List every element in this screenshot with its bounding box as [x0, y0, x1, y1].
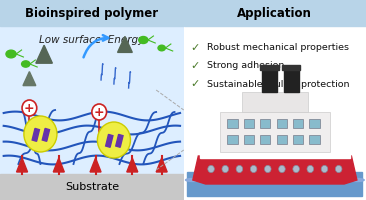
Ellipse shape — [139, 36, 148, 44]
Bar — [310, 119, 320, 128]
Bar — [282, 65, 300, 70]
Circle shape — [265, 165, 271, 173]
Bar — [106, 134, 113, 147]
Text: ✓: ✓ — [190, 79, 199, 89]
Circle shape — [293, 165, 299, 173]
Text: +: + — [24, 102, 35, 114]
Bar — [262, 68, 277, 92]
Bar — [228, 135, 238, 144]
Bar — [293, 135, 303, 144]
Bar — [260, 65, 279, 70]
Bar — [184, 0, 366, 26]
Polygon shape — [193, 156, 357, 184]
Bar — [277, 119, 287, 128]
Bar — [0, 0, 184, 26]
Ellipse shape — [350, 178, 364, 182]
Polygon shape — [156, 158, 167, 172]
Text: Sustainable fouling protection: Sustainable fouling protection — [208, 80, 350, 88]
Bar — [244, 135, 254, 144]
Bar — [277, 135, 287, 144]
Circle shape — [24, 116, 57, 152]
Circle shape — [208, 165, 214, 173]
Ellipse shape — [158, 45, 165, 51]
Text: Application: Application — [238, 6, 312, 20]
Polygon shape — [127, 158, 138, 172]
Ellipse shape — [256, 178, 270, 182]
Bar — [200, 152, 350, 158]
Ellipse shape — [186, 178, 200, 182]
Bar — [187, 172, 362, 196]
Circle shape — [22, 100, 37, 116]
Text: ✓: ✓ — [190, 43, 199, 53]
Text: +: + — [94, 106, 105, 118]
Circle shape — [250, 165, 257, 173]
Text: Robust mechanical properties: Robust mechanical properties — [208, 44, 350, 52]
Circle shape — [236, 165, 243, 173]
Ellipse shape — [279, 178, 294, 182]
Bar — [42, 128, 49, 141]
Ellipse shape — [209, 178, 224, 182]
Text: ✓: ✓ — [190, 61, 199, 71]
Bar — [228, 119, 238, 128]
Polygon shape — [53, 158, 64, 172]
Ellipse shape — [22, 61, 30, 67]
Circle shape — [335, 165, 342, 173]
Circle shape — [321, 165, 328, 173]
Bar — [244, 119, 254, 128]
Bar — [284, 68, 299, 92]
Circle shape — [307, 165, 314, 173]
Text: Bioinspired polymer: Bioinspired polymer — [25, 6, 158, 20]
Circle shape — [92, 104, 107, 120]
Ellipse shape — [326, 178, 341, 182]
Bar — [242, 92, 308, 112]
Text: Strong adhesion: Strong adhesion — [208, 62, 285, 71]
Bar — [0, 174, 184, 200]
Circle shape — [279, 165, 285, 173]
Polygon shape — [117, 36, 132, 52]
Circle shape — [222, 165, 228, 173]
Circle shape — [97, 122, 130, 158]
Polygon shape — [36, 45, 52, 63]
Ellipse shape — [6, 50, 16, 58]
Bar — [260, 119, 270, 128]
Ellipse shape — [232, 178, 247, 182]
Bar — [293, 119, 303, 128]
Bar — [32, 128, 40, 141]
Polygon shape — [90, 158, 101, 172]
Bar — [220, 112, 329, 152]
Ellipse shape — [303, 178, 317, 182]
Bar — [260, 135, 270, 144]
Bar — [116, 134, 123, 147]
Bar — [310, 135, 320, 144]
Polygon shape — [16, 158, 27, 172]
Text: Substrate: Substrate — [65, 182, 119, 192]
Text: Low surface  Energy: Low surface Energy — [39, 35, 145, 45]
Polygon shape — [23, 72, 36, 86]
